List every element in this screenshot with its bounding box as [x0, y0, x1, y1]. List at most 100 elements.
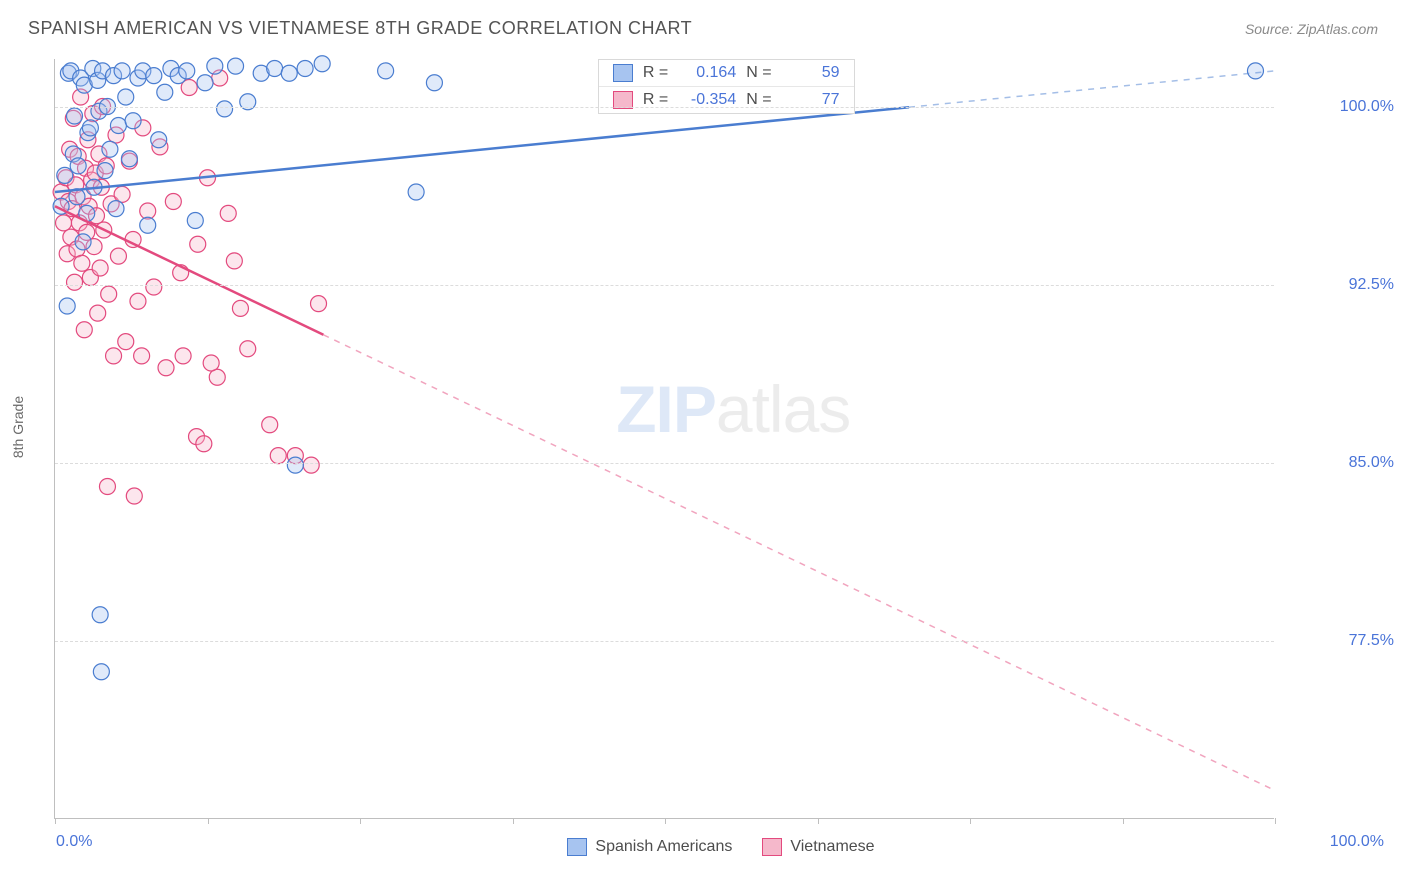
data-point — [1247, 63, 1263, 79]
n-label: N = — [746, 64, 771, 82]
data-point — [101, 286, 117, 302]
x-tick — [208, 818, 209, 824]
data-point — [262, 417, 278, 433]
y-tick-label: 92.5% — [1349, 276, 1394, 294]
data-point — [110, 118, 126, 134]
n-value-spanish: 59 — [782, 64, 840, 82]
x-tick — [1275, 818, 1276, 824]
data-point — [140, 217, 156, 233]
data-point — [106, 348, 122, 364]
data-point — [59, 298, 75, 314]
data-point — [157, 84, 173, 100]
data-point — [108, 201, 124, 217]
data-point — [99, 479, 115, 495]
data-point — [175, 348, 191, 364]
data-point — [92, 260, 108, 276]
data-point — [232, 300, 248, 316]
data-point — [197, 75, 213, 91]
data-point — [311, 296, 327, 312]
data-point — [179, 63, 195, 79]
data-point — [126, 488, 142, 504]
data-point — [114, 186, 130, 202]
data-point — [57, 167, 73, 183]
scatter-svg — [55, 59, 1274, 818]
data-point — [92, 607, 108, 623]
data-point — [217, 101, 233, 117]
swatch-spanish — [613, 64, 633, 82]
data-point — [74, 255, 90, 271]
data-point — [378, 63, 394, 79]
data-point — [110, 248, 126, 264]
regression-line-extrapolated — [909, 71, 1275, 107]
data-point — [56, 215, 72, 231]
data-point — [287, 457, 303, 473]
y-tick-label: 100.0% — [1340, 98, 1394, 116]
x-axis-min-label: 0.0% — [56, 833, 92, 851]
data-point — [93, 664, 109, 680]
data-point — [158, 360, 174, 376]
data-point — [226, 253, 242, 269]
r-value-spanish: 0.164 — [678, 64, 736, 82]
data-point — [134, 348, 150, 364]
data-point — [196, 436, 212, 452]
data-point — [146, 279, 162, 295]
x-tick — [665, 818, 666, 824]
data-point — [228, 58, 244, 74]
data-point — [121, 151, 137, 167]
data-point — [67, 274, 83, 290]
y-tick-label: 77.5% — [1349, 632, 1394, 650]
data-point — [140, 203, 156, 219]
x-tick — [55, 818, 56, 824]
legend-item-spanish: Spanish Americans — [567, 838, 732, 856]
data-point — [97, 163, 113, 179]
swatch-vietnamese — [762, 838, 782, 856]
regression-line-extrapolated — [323, 335, 1275, 791]
data-point — [67, 108, 83, 124]
data-point — [146, 68, 162, 84]
data-point — [165, 194, 181, 210]
y-tick-label: 85.0% — [1349, 454, 1394, 472]
data-point — [203, 355, 219, 371]
data-point — [408, 184, 424, 200]
data-point — [281, 65, 297, 81]
regression-line — [55, 107, 909, 192]
data-point — [76, 322, 92, 338]
gridline — [55, 107, 1274, 108]
data-point — [118, 334, 134, 350]
legend-item-vietnamese: Vietnamese — [762, 838, 874, 856]
gridline — [55, 285, 1274, 286]
data-point — [118, 89, 134, 105]
plot-region: ZIPatlas R = 0.164 N = 59 R = -0.354 N =… — [54, 59, 1274, 819]
chart-header: SPANISH AMERICAN VS VIETNAMESE 8TH GRADE… — [0, 0, 1406, 47]
data-point — [151, 132, 167, 148]
swatch-spanish — [567, 838, 587, 856]
data-point — [82, 120, 98, 136]
x-tick — [1123, 818, 1124, 824]
data-point — [90, 305, 106, 321]
data-point — [75, 234, 91, 250]
source-label: Source: ZipAtlas.com — [1245, 21, 1378, 37]
data-point — [130, 293, 146, 309]
series-name-spanish: Spanish Americans — [595, 838, 732, 856]
data-point — [267, 61, 283, 77]
series-name-vietnamese: Vietnamese — [790, 838, 874, 856]
gridline — [55, 463, 1274, 464]
data-point — [270, 448, 286, 464]
data-point — [220, 205, 236, 221]
data-point — [125, 113, 141, 129]
x-tick — [513, 818, 514, 824]
x-axis-max-label: 100.0% — [1330, 833, 1384, 851]
r-label: R = — [643, 64, 668, 82]
data-point — [70, 158, 86, 174]
data-point — [114, 63, 130, 79]
chart-title: SPANISH AMERICAN VS VIETNAMESE 8TH GRADE… — [28, 18, 692, 39]
data-point — [314, 56, 330, 72]
gridline — [55, 641, 1274, 642]
data-point — [297, 61, 313, 77]
legend-row-vietnamese: R = -0.354 N = 77 — [599, 87, 854, 113]
data-point — [102, 141, 118, 157]
x-tick — [818, 818, 819, 824]
data-point — [426, 75, 442, 91]
data-point — [303, 457, 319, 473]
x-tick — [970, 818, 971, 824]
